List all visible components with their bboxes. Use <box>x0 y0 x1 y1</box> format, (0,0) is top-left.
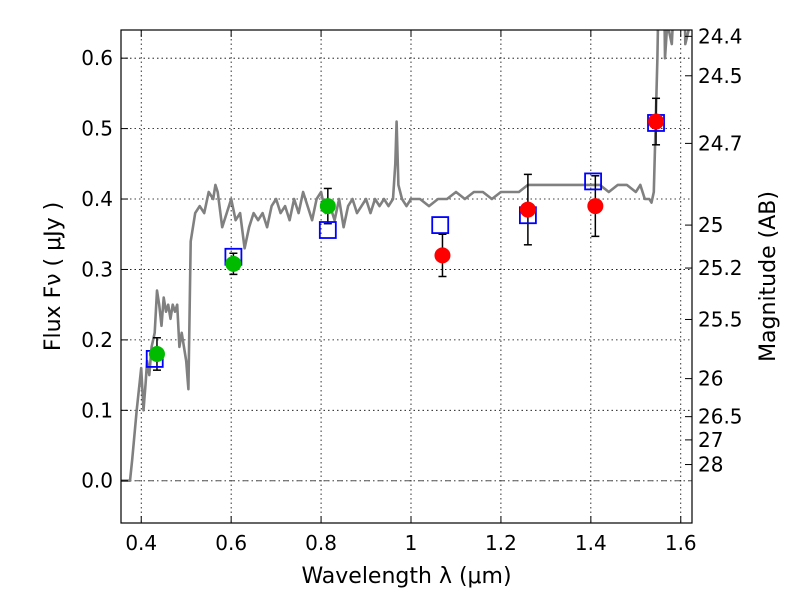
x-tick-label: 1.4 <box>575 531 607 555</box>
model-photometry-square <box>318 221 337 239</box>
magnitude-tick-label: 25.2 <box>698 256 743 280</box>
magnitude-tick-label: 26 <box>698 367 723 391</box>
plot-series <box>121 30 690 482</box>
x-tick-label: 1.2 <box>485 531 517 555</box>
grid-lines <box>121 30 692 523</box>
x-tick-label: 0.4 <box>125 531 157 555</box>
magnitude-tick-label: 25 <box>698 213 723 237</box>
y-tick-label: 0.4 <box>81 187 113 211</box>
y-axis-label-right: Magnitude (AB) <box>756 191 781 362</box>
magnitude-tick-label: 28 <box>698 453 723 477</box>
observed-optical-point <box>319 198 336 215</box>
y-tick-label: 0.6 <box>81 46 113 70</box>
model-photometry-square <box>431 216 450 234</box>
magnitude-tick-label: 24.5 <box>698 64 743 88</box>
x-tick-label: 0.6 <box>215 531 247 555</box>
y-tick-label: 0.1 <box>81 398 113 422</box>
magnitude-tick-label: 24.7 <box>698 131 743 155</box>
observed-optical-point <box>148 345 165 362</box>
model-photometry-square <box>584 172 602 191</box>
x-axis-ticks: 0.4 0.6 0.8 1 1.2 1.4 1.6 <box>125 30 697 555</box>
observed-nir-point <box>519 201 536 218</box>
observed-nir-point <box>587 198 604 215</box>
plot-frame <box>120 29 693 524</box>
y-tick-label: 0.0 <box>81 469 113 493</box>
y-tick-label: 0.5 <box>81 117 113 141</box>
x-axis-label: Wavelength λ (μm) <box>301 564 511 589</box>
x-tick-label: 1 <box>405 531 418 555</box>
observed-nir-point <box>648 113 665 130</box>
y-axis-ticks: 0.0 0.1 0.2 0.3 0.4 0.5 0.6 <box>81 46 128 493</box>
model-spectrum-line <box>121 30 690 482</box>
observed-optical-point <box>225 255 242 272</box>
magnitude-tick-label: 26.5 <box>698 405 743 429</box>
y-axis-label-left: Flux Fν ( μJy ) <box>41 202 66 351</box>
x-tick-label: 0.8 <box>305 531 337 555</box>
observed-nir-point <box>434 247 451 264</box>
magnitude-tick-label: 24.4 <box>698 24 743 48</box>
x-tick-label: 1.6 <box>665 531 697 555</box>
magnitude-tick-label: 27 <box>698 428 723 452</box>
magnitude-tick-label: 25.5 <box>698 307 743 331</box>
y-tick-label: 0.3 <box>81 257 113 281</box>
y-tick-label: 0.2 <box>81 328 113 352</box>
